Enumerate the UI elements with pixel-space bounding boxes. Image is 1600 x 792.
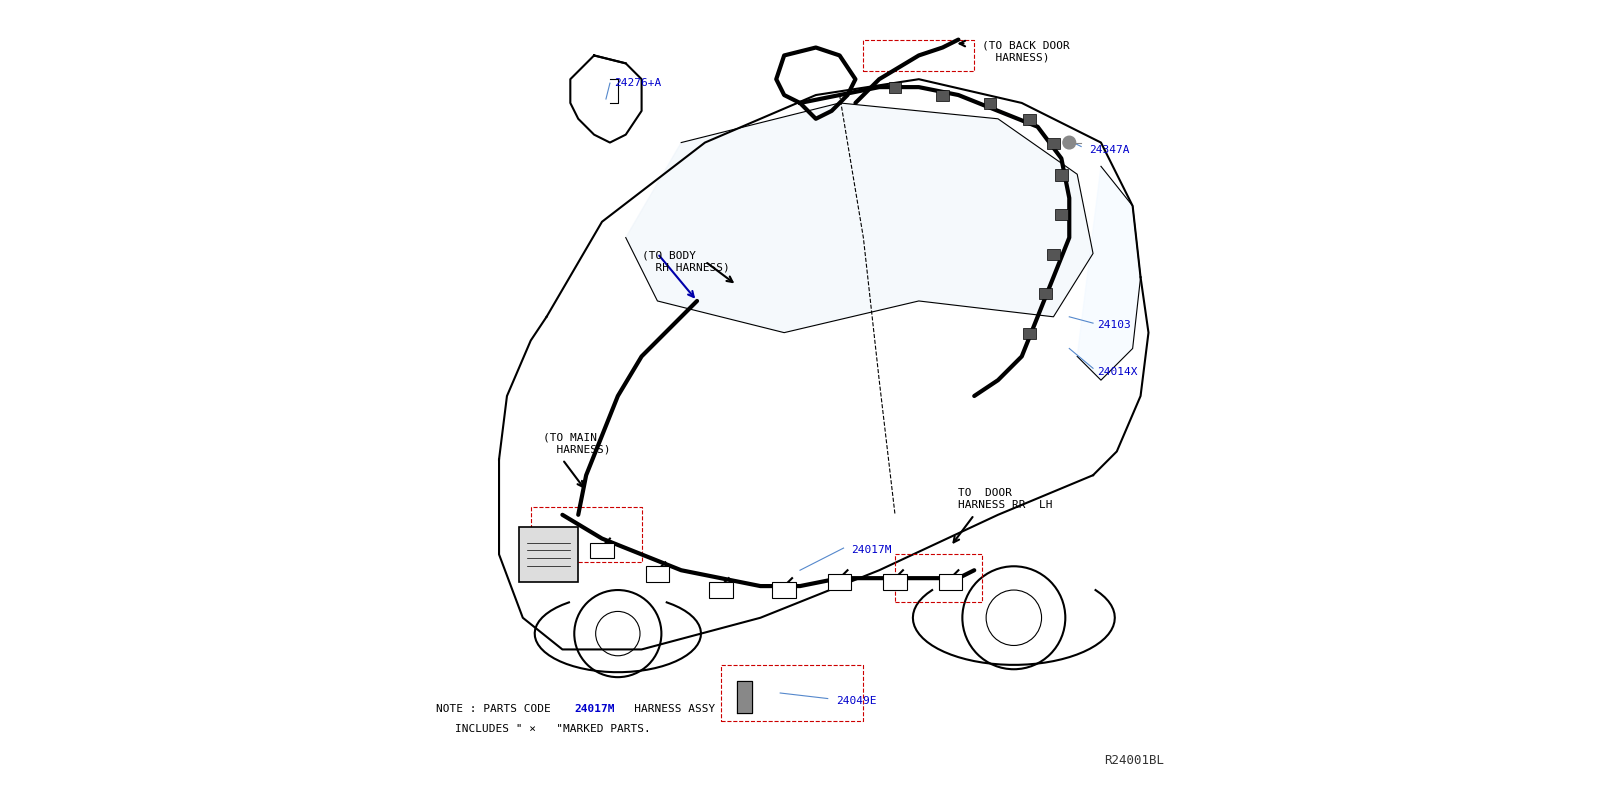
Bar — [827, 574, 851, 590]
Text: 24017M: 24017M — [851, 546, 891, 555]
Bar — [590, 543, 614, 558]
Text: HARNESS ASSY: HARNESS ASSY — [614, 704, 715, 714]
Bar — [1046, 138, 1059, 149]
Text: 24276+A: 24276+A — [614, 78, 661, 88]
Bar — [709, 582, 733, 598]
Text: INCLUDES " ×   "MARKED PARTS.: INCLUDES " × "MARKED PARTS. — [456, 724, 651, 733]
Polygon shape — [736, 681, 752, 713]
Text: (TO BODY
  RH HARNESS): (TO BODY RH HARNESS) — [642, 250, 730, 272]
Bar — [645, 566, 669, 582]
Bar — [1024, 114, 1037, 125]
Text: 24347A: 24347A — [1090, 146, 1130, 155]
Text: 24014X: 24014X — [1098, 367, 1138, 377]
Bar — [888, 82, 901, 93]
Polygon shape — [626, 103, 1093, 333]
Text: 24017M: 24017M — [574, 704, 614, 714]
Text: (TO MAIN
  HARNESS): (TO MAIN HARNESS) — [542, 432, 610, 455]
Bar — [936, 90, 949, 101]
Bar — [939, 574, 962, 590]
FancyBboxPatch shape — [518, 527, 578, 582]
Polygon shape — [1077, 166, 1141, 380]
Text: 24103: 24103 — [1098, 320, 1131, 329]
Bar — [883, 574, 907, 590]
Text: (TO BACK DOOR
  HARNESS): (TO BACK DOOR HARNESS) — [982, 40, 1070, 63]
Text: 24049E: 24049E — [835, 696, 877, 706]
Bar — [984, 98, 997, 109]
Bar — [1046, 249, 1059, 260]
Bar — [1024, 328, 1037, 339]
Text: TO  DOOR
HARNESS RR  LH: TO DOOR HARNESS RR LH — [958, 488, 1053, 510]
Bar — [1054, 209, 1067, 220]
Text: NOTE : PARTS CODE: NOTE : PARTS CODE — [435, 704, 571, 714]
Text: R24001BL: R24001BL — [1104, 754, 1165, 767]
Bar — [773, 582, 797, 598]
Bar — [1038, 288, 1051, 299]
Circle shape — [1062, 136, 1075, 149]
Bar — [1054, 169, 1067, 181]
